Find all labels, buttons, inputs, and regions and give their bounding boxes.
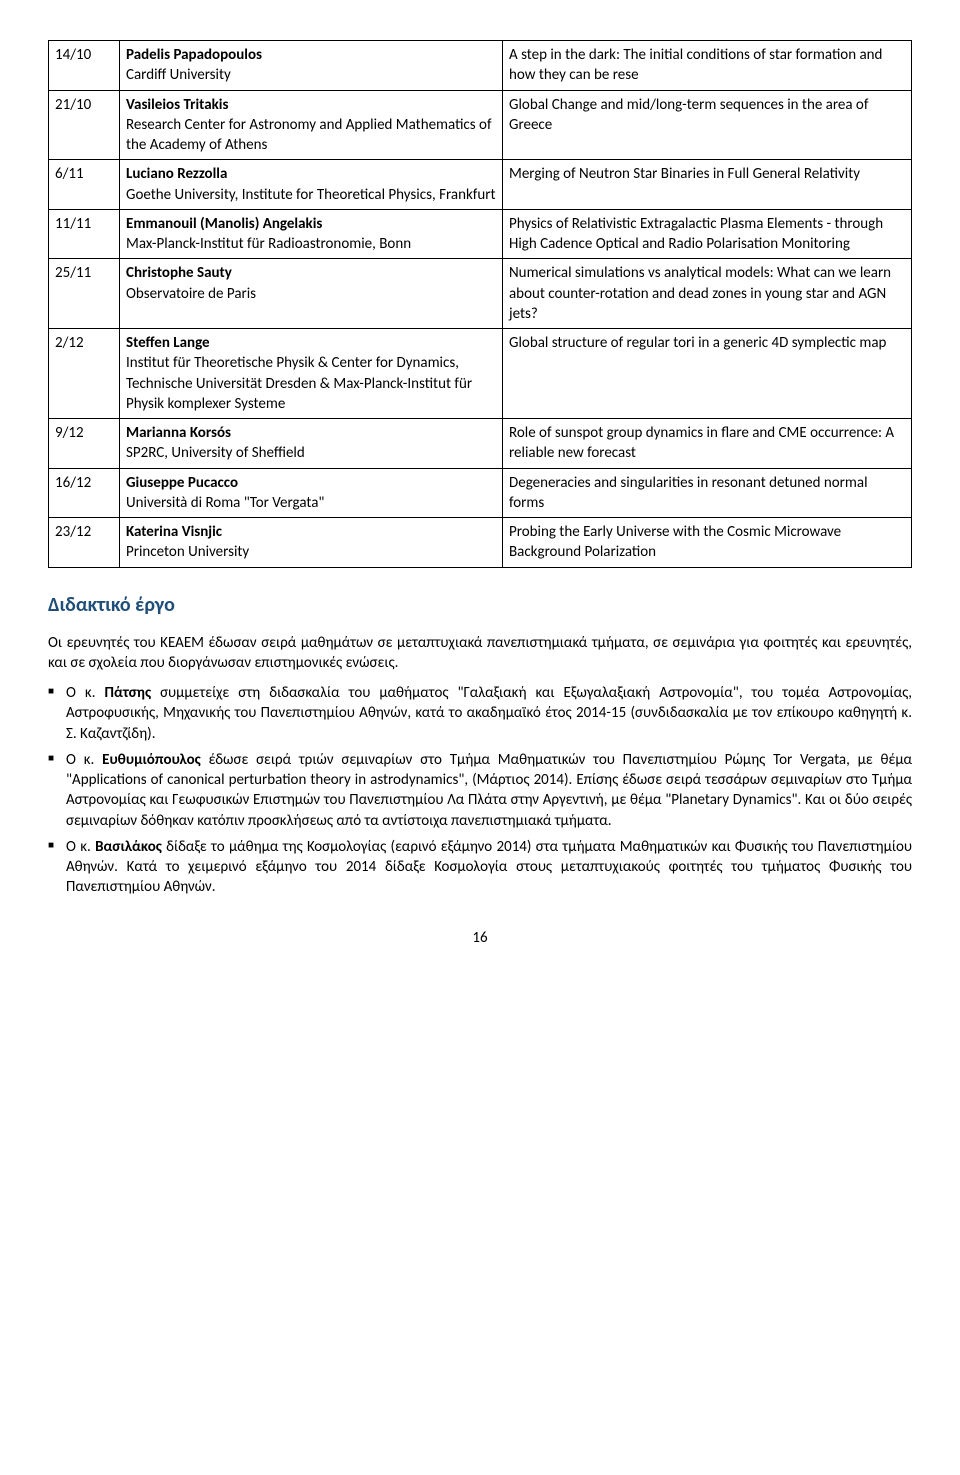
talk-title-cell: Physics of Relativistic Extragalactic Pl… — [503, 209, 912, 259]
talk-title-cell: A step in the dark: The initial conditio… — [503, 41, 912, 91]
speaker-name: Christophe Sauty — [126, 264, 232, 282]
table-row: 14/10 Padelis Papadopoulos Cardiff Univers… — [49, 41, 912, 91]
speaker-name: Marianna Korsós — [126, 424, 231, 442]
table-row: 16/12 Giuseppe Pucacco Università di Roma … — [49, 468, 912, 518]
speaker-name: Padelis Papadopoulos — [126, 46, 262, 64]
bullet-rest: δίδαξε το μάθημα της Κοσμολογίας (εαρινό… — [66, 838, 912, 897]
speaker-name: Steffen Lange — [126, 334, 210, 352]
schedule-tbody: 14/10 Padelis Papadopoulos Cardiff Univers… — [49, 41, 912, 568]
talk-title-cell: Probing the Early Universe with the Cosm… — [503, 518, 912, 568]
speaker-cell: Christophe Sauty Observatoire de Paris — [120, 259, 503, 329]
speaker-cell: Steffen Lange Institut für Theoretische P… — [120, 329, 503, 419]
talk-title-cell: Global Change and mid/long-term sequence… — [503, 90, 912, 160]
speaker-affiliation: Max-Planck-Institut für Radioastronomie,… — [126, 235, 411, 253]
table-row: 6/11 Luciano Rezzolla Goethe University, I… — [49, 160, 912, 210]
speaker-cell: Marianna Korsós SP2RC, University of Shef… — [120, 419, 503, 469]
date-cell: 21/10 — [49, 90, 120, 160]
speaker-affiliation: Cardiff University — [126, 66, 231, 84]
table-row: 23/12 Katerina Visnjic Princeton Universit… — [49, 518, 912, 568]
date-cell: 16/12 — [49, 468, 120, 518]
section-heading: Διδακτικό έργο — [48, 592, 912, 619]
list-item: Ο κ. Ευθυμιόπουλος έδωσε σειρά τριών σεμ… — [48, 750, 912, 831]
speaker-name: Luciano Rezzolla — [126, 165, 227, 183]
date-cell: 6/11 — [49, 160, 120, 210]
talk-title-cell: Numerical simulations vs analytical mode… — [503, 259, 912, 329]
speaker-cell: Emmanouil (Manolis) Angelakis Max-Planck-… — [120, 209, 503, 259]
table-row: 2/12 Steffen Lange Institut für Theoretisc… — [49, 329, 912, 419]
date-cell: 23/12 — [49, 518, 120, 568]
speaker-affiliation: Institut für Theoretische Physik & Cente… — [126, 354, 472, 413]
speaker-cell: Giuseppe Pucacco Università di Roma "Tor … — [120, 468, 503, 518]
bullet-lead: Ο κ. — [66, 838, 95, 856]
speaker-cell: Padelis Papadopoulos Cardiff University — [120, 41, 503, 91]
schedule-table: 14/10 Padelis Papadopoulos Cardiff Univers… — [48, 40, 912, 568]
talk-title-cell: Degeneracies and singularities in resona… — [503, 468, 912, 518]
page-number: 16 — [48, 928, 912, 948]
date-cell: 2/12 — [49, 329, 120, 419]
intro-paragraph: Οι ερευνητές του ΚΕΑΕΜ έδωσαν σειρά μαθη… — [48, 633, 912, 674]
speaker-affiliation: Goethe University, Institute for Theoret… — [126, 186, 496, 204]
speaker-affiliation: Princeton University — [126, 543, 249, 561]
table-row: 21/10 Vasileios Tritakis Research Center f… — [49, 90, 912, 160]
speaker-cell: Vasileios Tritakis Research Center for As… — [120, 90, 503, 160]
date-cell: 25/11 — [49, 259, 120, 329]
bullet-name: Βασιλάκος — [95, 838, 162, 856]
date-cell: 14/10 — [49, 41, 120, 91]
speaker-name: Emmanouil (Manolis) Angelakis — [126, 215, 322, 233]
talk-title-cell: Merging of Neutron Star Binaries in Full… — [503, 160, 912, 210]
bullet-list: Ο κ. Πάτσης συμμετείχε στη διδασκαλία το… — [48, 683, 912, 898]
table-row: 11/11 Emmanouil (Manolis) Angelakis Max-Pl… — [49, 209, 912, 259]
bullet-rest: συμμετείχε στη διδασκαλία του μαθήματος … — [66, 684, 912, 743]
list-item: Ο κ. Πάτσης συμμετείχε στη διδασκαλία το… — [48, 683, 912, 744]
table-row: 25/11 Christophe Sauty Observatoire de Par… — [49, 259, 912, 329]
table-row: 9/12 Marianna Korsós SP2RC, University of … — [49, 419, 912, 469]
speaker-affiliation: SP2RC, University of Sheffield — [126, 444, 305, 462]
speaker-name: Giuseppe Pucacco — [126, 474, 238, 492]
speaker-name: Vasileios Tritakis — [126, 96, 228, 114]
talk-title-cell: Role of sunspot group dynamics in flare … — [503, 419, 912, 469]
bullet-lead: Ο κ. — [66, 684, 105, 702]
speaker-cell: Katerina Visnjic Princeton University — [120, 518, 503, 568]
date-cell: 11/11 — [49, 209, 120, 259]
talk-title-cell: Global structure of regular tori in a ge… — [503, 329, 912, 419]
speaker-affiliation: Observatoire de Paris — [126, 285, 256, 303]
speaker-name: Katerina Visnjic — [126, 523, 222, 541]
bullet-name: Ευθυμιόπουλος — [102, 751, 201, 769]
speaker-affiliation: Università di Roma "Tor Vergata" — [126, 494, 324, 512]
date-cell: 9/12 — [49, 419, 120, 469]
speaker-affiliation: Research Center for Astronomy and Applie… — [126, 116, 492, 154]
bullet-name: Πάτσης — [105, 684, 152, 702]
list-item: Ο κ. Βασιλάκος δίδαξε το μάθημα της Κοσμ… — [48, 837, 912, 898]
bullet-lead: Ο κ. — [66, 751, 102, 769]
speaker-cell: Luciano Rezzolla Goethe University, Insti… — [120, 160, 503, 210]
